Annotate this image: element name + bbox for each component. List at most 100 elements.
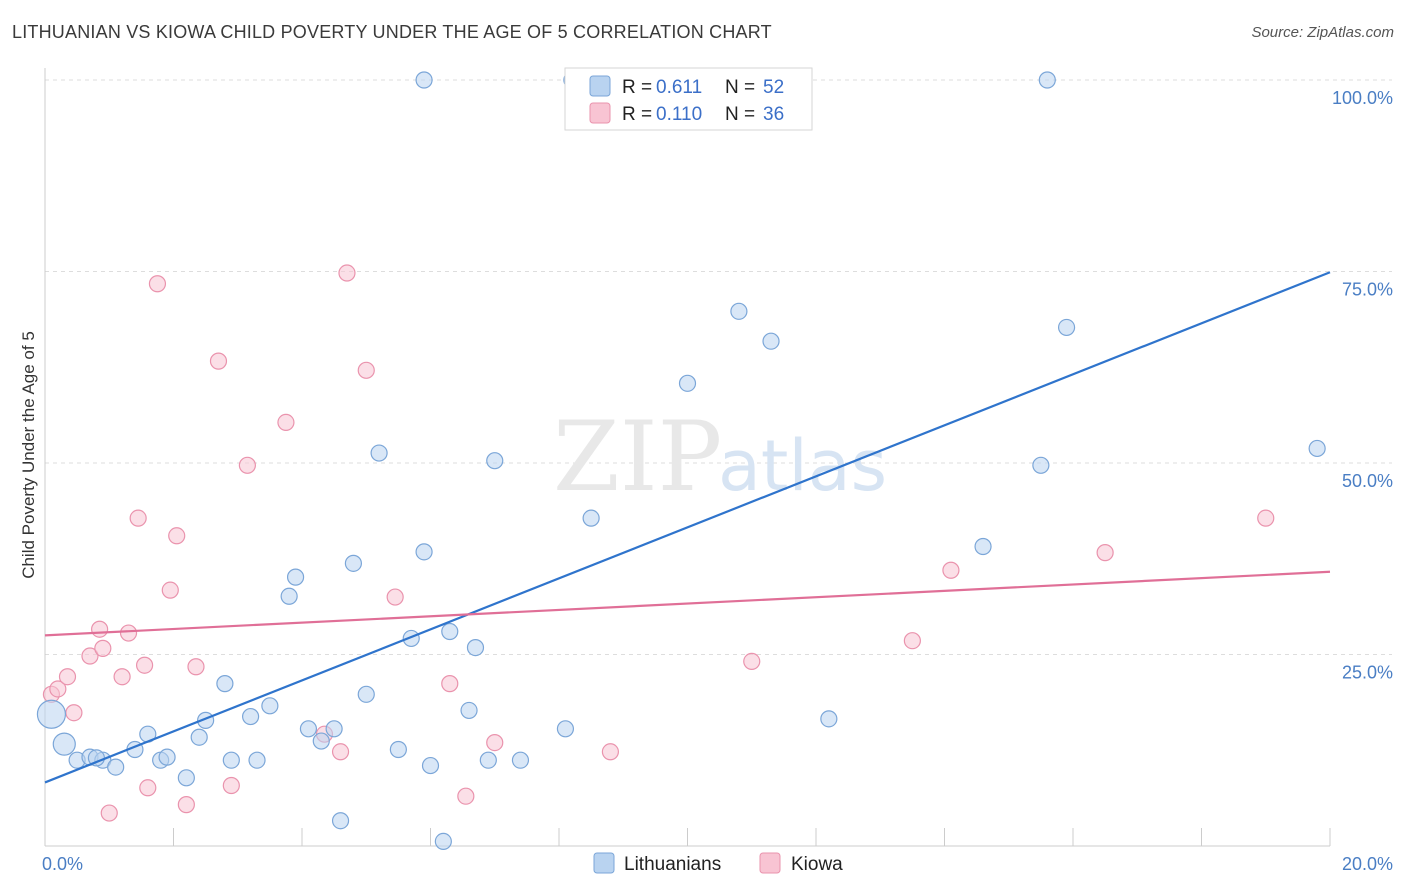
legend-n-label: N = [725, 77, 755, 98]
point-lithuanians [177, 769, 195, 787]
point-lithuanians [357, 685, 375, 703]
point-lithuanians [762, 332, 780, 350]
legend-n-label: N = [725, 104, 755, 125]
point-lithuanians [299, 720, 318, 738]
point-kiowa [91, 620, 109, 638]
point-lithuanians [344, 554, 362, 572]
point-kiowa [1257, 509, 1275, 527]
point-lithuanians [678, 374, 697, 392]
data-points [36, 71, 1326, 851]
trend-line-lithuanians [44, 271, 1331, 784]
point-lithuanians [158, 748, 176, 766]
tick-labels: 25.0% 50.0% 75.0% 100.0% 0.0% 20.0% [42, 88, 1393, 874]
legend-swatch-lithuanians [589, 75, 611, 97]
point-lithuanians [286, 568, 305, 586]
point-lithuanians [479, 751, 497, 769]
point-kiowa [743, 652, 761, 670]
point-kiowa [81, 647, 99, 665]
point-lithuanians [312, 732, 330, 750]
point-kiowa [113, 668, 131, 686]
point-lithuanians [421, 756, 440, 775]
point-lithuanians [415, 71, 433, 89]
point-lithuanians [325, 720, 343, 738]
point-lithuanians [460, 701, 478, 720]
watermark-atlas: atlas [718, 425, 887, 507]
point-lithuanians [248, 751, 266, 769]
point-lithuanians [466, 639, 485, 657]
y-tick-label: 100.0% [1332, 88, 1393, 108]
point-lithuanians [511, 751, 530, 769]
point-kiowa [187, 658, 205, 676]
y-tick-label: 50.0% [1342, 471, 1393, 491]
point-lithuanians [389, 740, 407, 759]
point-lithuanians [107, 758, 125, 776]
point-kiowa [1096, 544, 1114, 562]
point-kiowa [58, 668, 77, 686]
point-kiowa [222, 776, 240, 795]
point-lithuanians [1308, 439, 1326, 458]
point-kiowa [209, 352, 228, 370]
point-kiowa [357, 361, 375, 379]
series-legend-lithuanians: Lithuanians [624, 854, 721, 875]
point-kiowa [129, 509, 147, 527]
point-kiowa [386, 588, 404, 606]
point-lithuanians [36, 699, 67, 729]
legend-n-value: 52 [763, 77, 784, 98]
legend-r-label: R = [622, 104, 652, 125]
point-lithuanians [582, 509, 600, 527]
point-kiowa [119, 624, 138, 642]
point-lithuanians [261, 697, 279, 715]
watermark-zip: ZIP [553, 401, 722, 513]
point-lithuanians [331, 812, 350, 830]
legend-n-value: 36 [763, 104, 784, 125]
series-legend-swatch-lithuanians [593, 852, 615, 874]
point-lithuanians [974, 537, 992, 556]
point-lithuanians [441, 622, 459, 641]
point-lithuanians [242, 707, 260, 726]
y-axis-title: Child Poverty Under the Age of 5 [19, 331, 38, 579]
point-kiowa [486, 733, 504, 752]
legend: R = 0.611 N = 52 R = 0.110 N = 36 [564, 67, 813, 131]
legend-r-value: 0.110 [656, 104, 702, 125]
point-kiowa [135, 656, 154, 674]
point-kiowa [903, 632, 921, 650]
point-lithuanians [1038, 71, 1056, 89]
point-lithuanians [730, 302, 748, 320]
series-legend-swatch-kiowa [759, 852, 781, 874]
point-kiowa [338, 264, 356, 282]
point-kiowa [457, 787, 475, 805]
point-kiowa [601, 743, 620, 761]
x-tick-label: 0.0% [42, 854, 83, 874]
source-label: Source: ZipAtlas.com [1251, 24, 1394, 41]
point-kiowa [441, 675, 459, 693]
point-kiowa [161, 581, 179, 599]
point-lithuanians [1032, 456, 1050, 474]
point-lithuanians [1057, 318, 1076, 337]
legend-r-value: 0.611 [656, 77, 702, 98]
point-lithuanians [820, 710, 838, 728]
point-lithuanians [415, 543, 433, 561]
trend-lines [44, 271, 1331, 784]
point-kiowa [168, 527, 186, 545]
point-lithuanians [216, 675, 234, 693]
point-lithuanians [434, 832, 452, 851]
point-kiowa [49, 680, 67, 698]
x-tick-label: 20.0% [1342, 854, 1393, 874]
legend-r-label: R = [622, 77, 652, 98]
point-lithuanians [52, 732, 76, 756]
watermark: ZIP atlas [553, 401, 887, 513]
point-lithuanians [486, 452, 504, 470]
point-kiowa [65, 704, 83, 722]
point-kiowa [277, 413, 295, 432]
point-kiowa [94, 639, 112, 657]
point-kiowa [100, 804, 118, 822]
grid-lines [45, 79, 1392, 655]
point-lithuanians [222, 751, 240, 769]
trend-line-kiowa [44, 570, 1331, 637]
series-legend: Lithuanians Kiowa [593, 852, 843, 875]
y-tick-label: 75.0% [1342, 280, 1393, 300]
point-kiowa [177, 796, 195, 814]
point-kiowa [148, 275, 167, 293]
point-lithuanians [370, 444, 388, 462]
